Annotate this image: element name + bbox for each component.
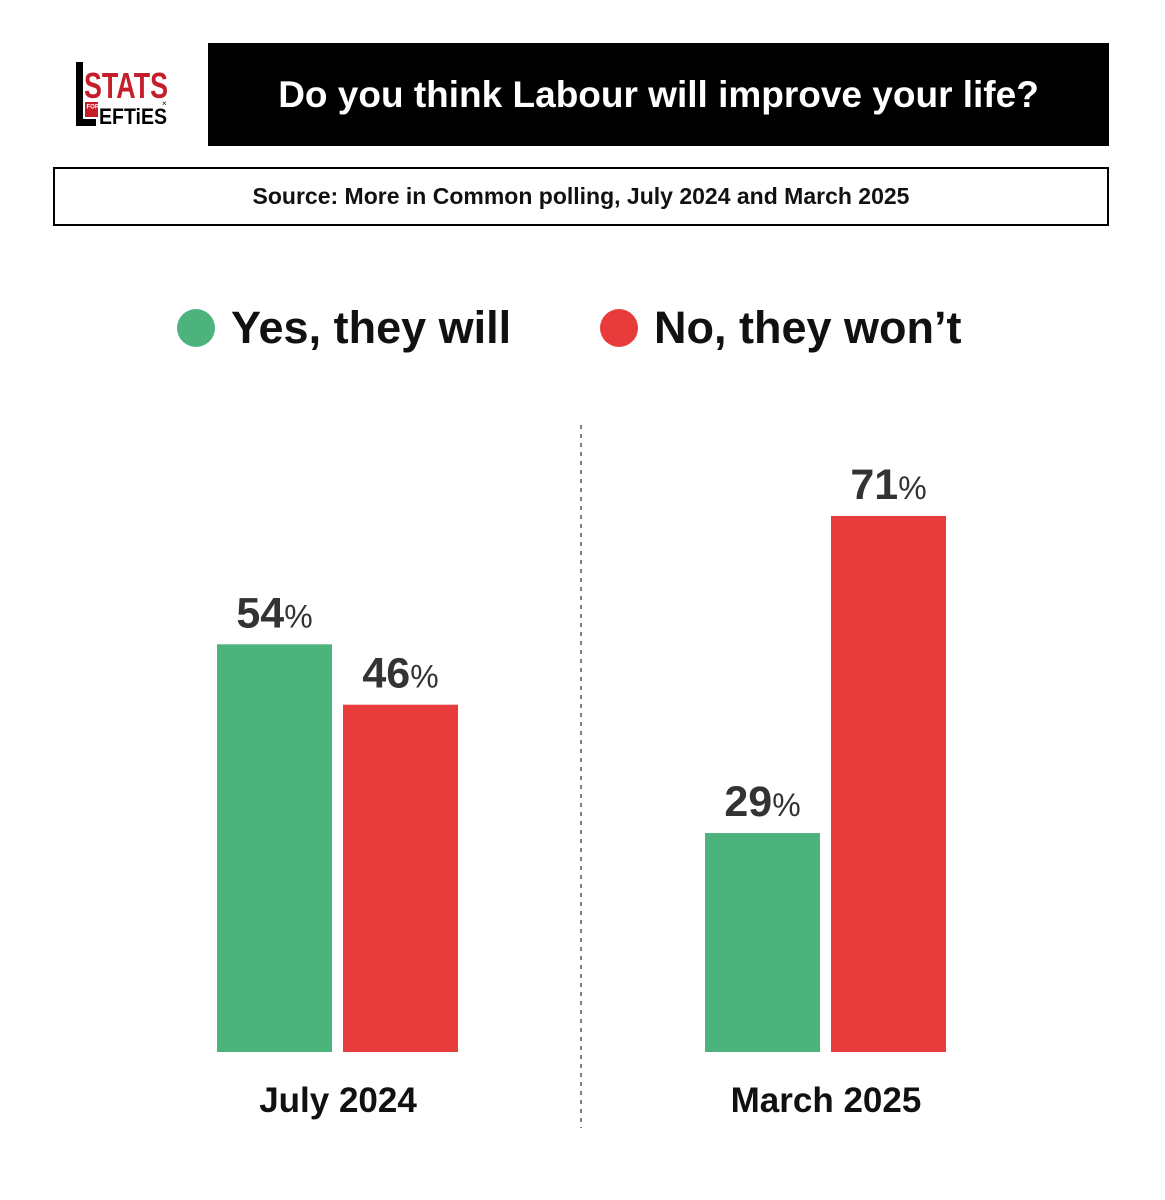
legend-item-no: No, they won’t: [600, 298, 962, 358]
bar-no-0: [343, 704, 458, 1052]
data-label-yes-1: 29%: [724, 778, 800, 826]
category-label-0: July 2024: [259, 1081, 417, 1120]
chart-legend: Yes, they will No, they won’t: [0, 298, 1165, 358]
category-label-1: March 2025: [731, 1081, 922, 1120]
data-label-yes-0: 54%: [236, 589, 312, 637]
legend-label-yes: Yes, they will: [231, 302, 512, 353]
legend-dot-no-icon: [600, 309, 638, 347]
bar-yes-0: [217, 644, 332, 1052]
svg-text:×: ×: [162, 99, 167, 108]
legend-dot-yes-icon: [177, 309, 215, 347]
legend-item-yes: Yes, they will: [177, 298, 511, 358]
stats-for-lefties-logo: STATS FOR EFTiES ×: [74, 60, 174, 130]
svg-text:STATS: STATS: [84, 65, 168, 106]
source-note: Source: More in Common polling, July 202…: [53, 167, 1109, 226]
bar-no-1: [831, 515, 946, 1052]
data-label-no-1: 71%: [850, 461, 926, 509]
bar-yes-1: [705, 833, 820, 1052]
legend-label-no: No, they won’t: [654, 302, 962, 353]
chart-title: Do you think Labour will improve your li…: [208, 43, 1109, 146]
data-label-no-0: 46%: [362, 650, 438, 698]
svg-text:FOR: FOR: [87, 105, 100, 111]
svg-text:EFTiES: EFTiES: [99, 104, 167, 129]
